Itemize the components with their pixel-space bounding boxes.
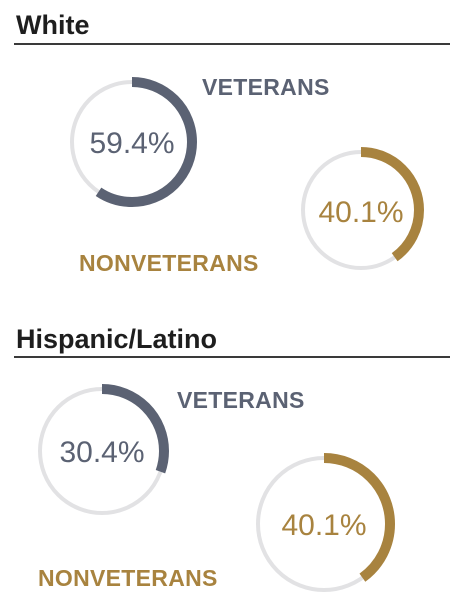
legend-label-white-nonveterans: NONVETERANS bbox=[79, 250, 259, 276]
donut-hispanic-nonveterans: 40.1% bbox=[253, 453, 395, 595]
legend-label-hispanic-veterans: VETERANS bbox=[177, 387, 305, 413]
donut-white-nonveterans: 40.1% bbox=[298, 147, 424, 273]
donut-arc-nonveterans bbox=[253, 453, 395, 595]
donut-hispanic-veterans: 30.4% bbox=[35, 384, 169, 518]
donut-arc-veterans bbox=[67, 77, 197, 207]
legend-label-white-veterans: VETERANS bbox=[202, 74, 330, 100]
section-divider-white bbox=[14, 43, 450, 45]
section-title-hispanic-latino: Hispanic/Latino bbox=[16, 324, 218, 354]
value-label-white-veterans: 59.4% bbox=[89, 127, 174, 160]
value-label-hispanic-veterans: 30.4% bbox=[59, 436, 144, 469]
donut-white-veterans: 59.4% bbox=[67, 77, 197, 207]
value-label-hispanic-nonveterans: 40.1% bbox=[281, 509, 366, 542]
section-divider-hispanic-latino bbox=[14, 356, 450, 358]
value-label-white-nonveterans: 40.1% bbox=[318, 196, 403, 229]
donut-arc-veterans bbox=[35, 384, 169, 518]
legend-label-hispanic-nonveterans: NONVETERANS bbox=[38, 565, 218, 591]
section-title-white: White bbox=[16, 10, 90, 40]
donut-arc-nonveterans bbox=[298, 147, 424, 273]
